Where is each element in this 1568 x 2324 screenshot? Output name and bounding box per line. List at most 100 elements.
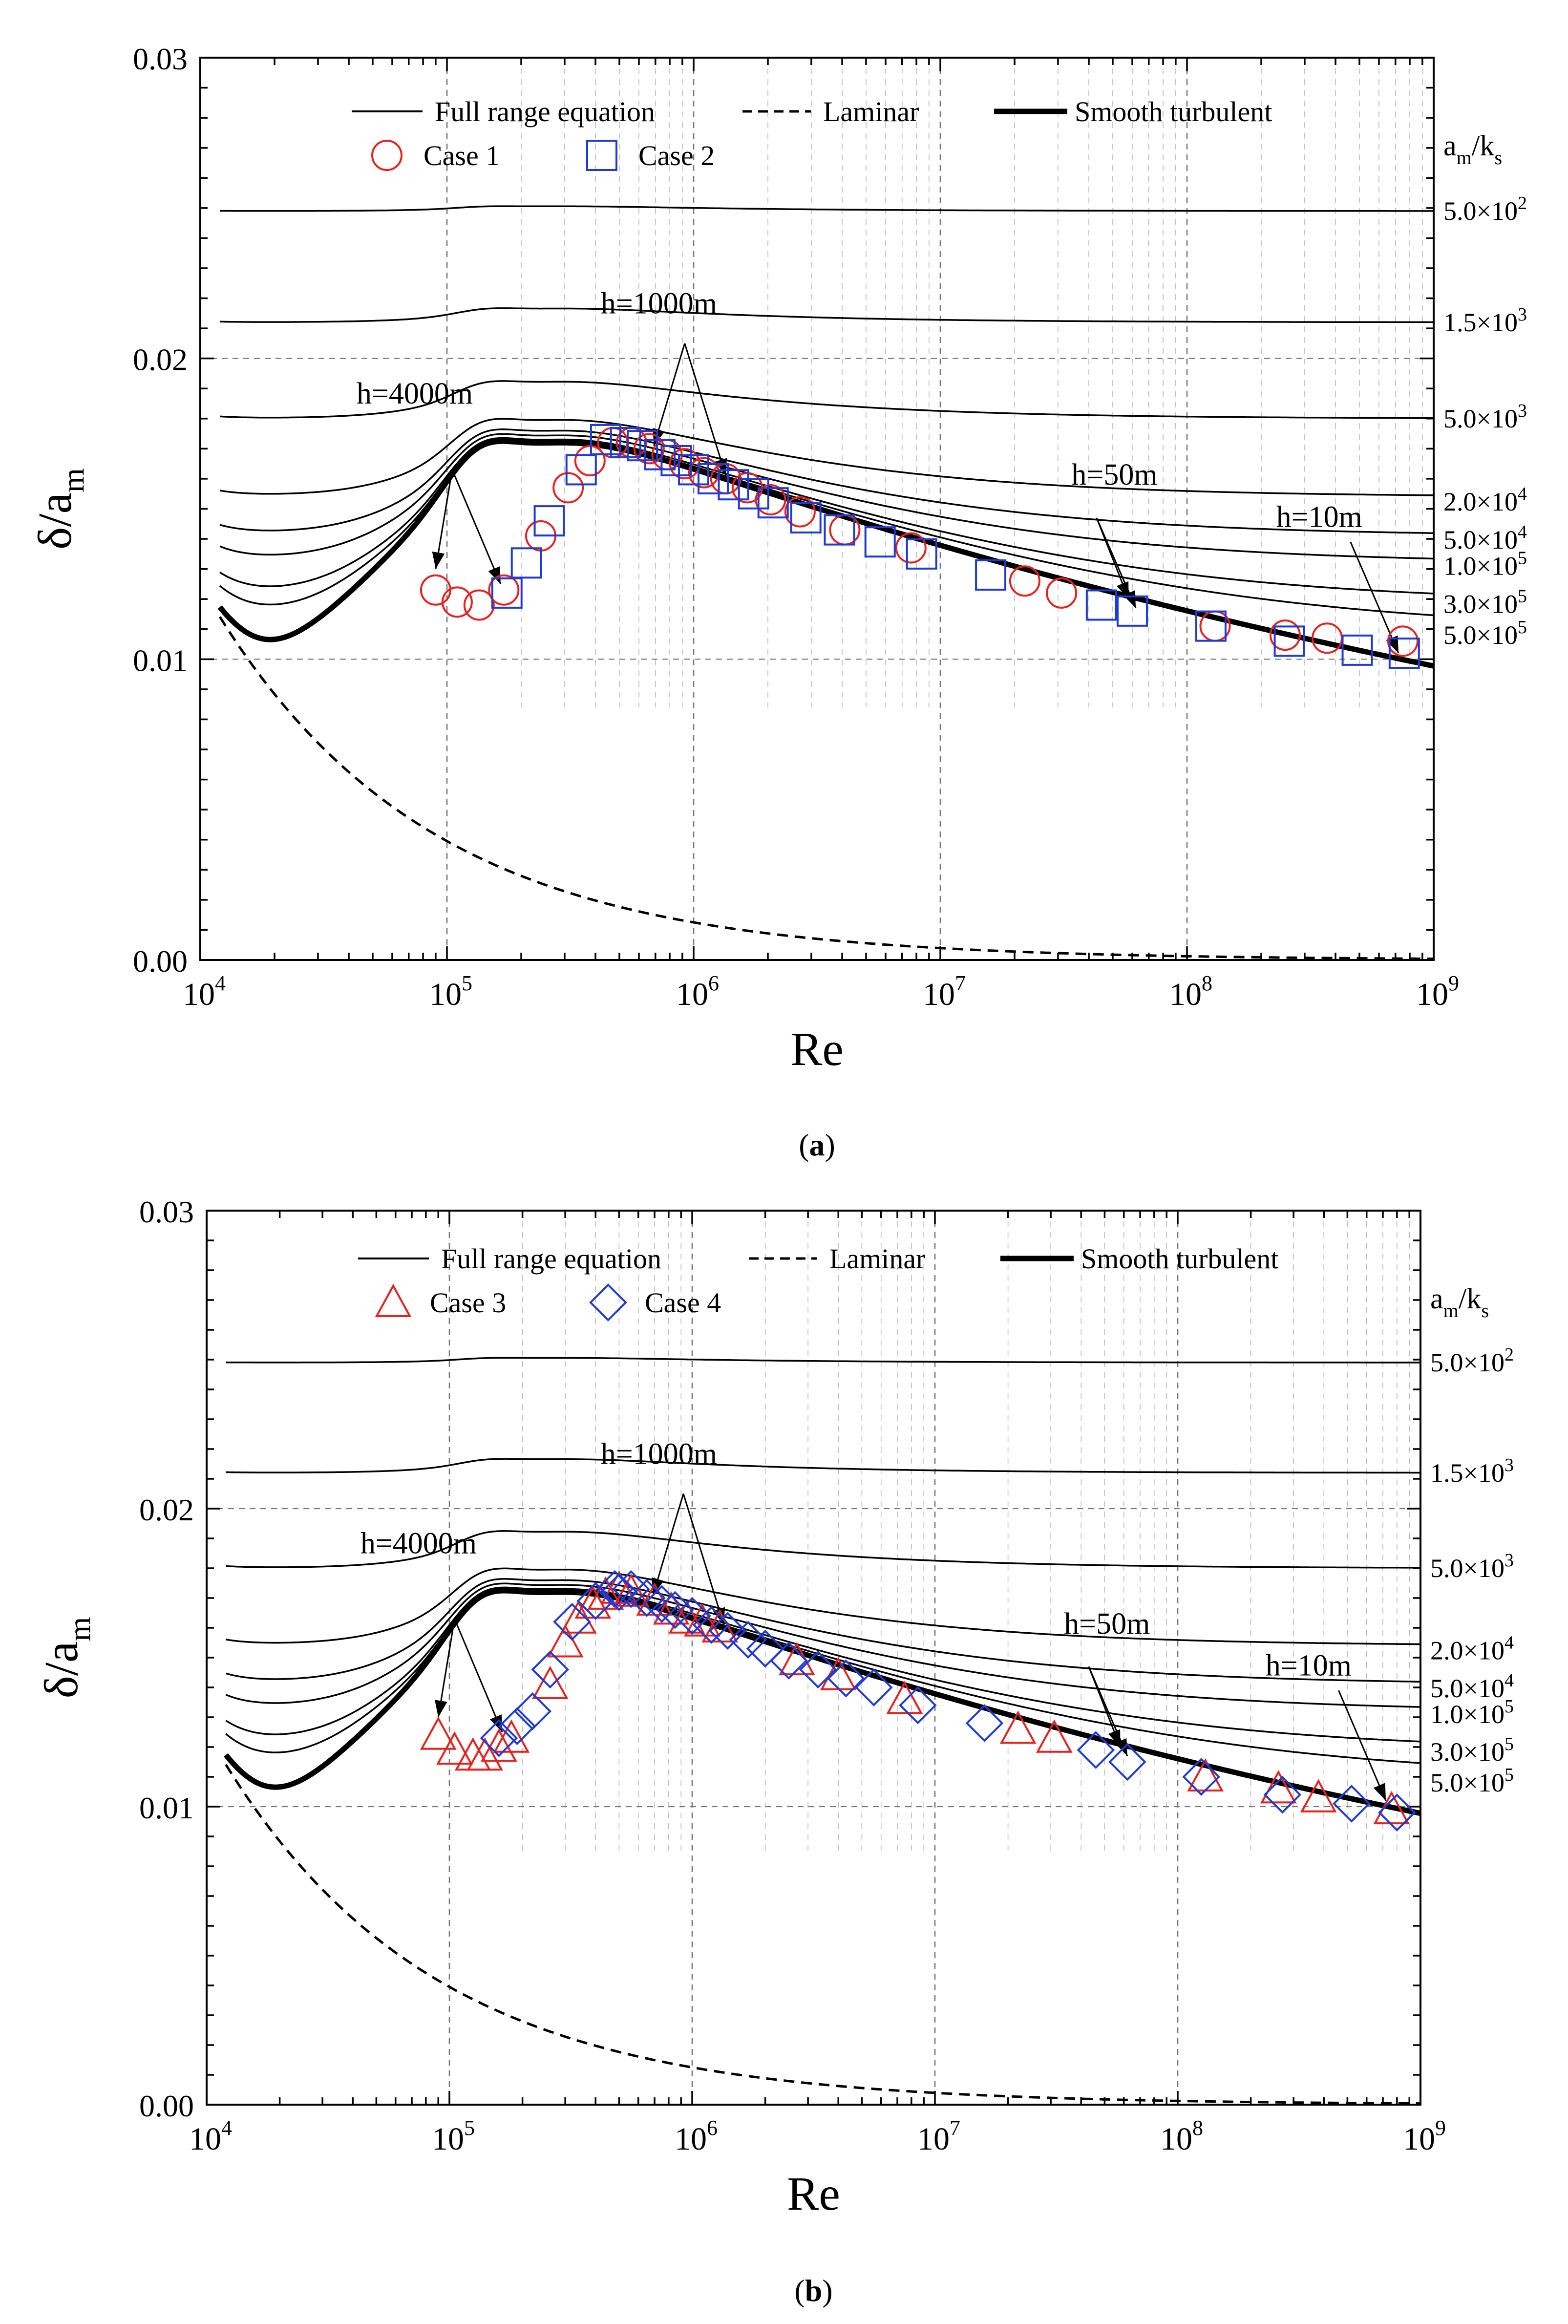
data-point-case-4 [827,1659,865,1698]
x-tick-label: 109 [1416,971,1459,1012]
legend-marker [371,140,403,171]
data-point-case-4 [746,1629,784,1668]
annotations: h=4000m h=1000m h=50m h=10m [360,1438,1387,1801]
annotation-h1000: h=1000m [601,1438,717,1471]
data-point-case-4 [729,1620,767,1659]
full-range-line-2 [226,1458,1420,1474]
data-point-case-1 [420,574,451,606]
full-range-line-6 [219,433,1434,560]
data-point-case-3 [1260,1770,1297,1804]
annotation-arrow [1338,1690,1387,1801]
annotation-arrow [652,1493,684,1596]
annotation-h50: h=50m [1071,458,1157,491]
y-tick-label: 0.03 [133,42,188,76]
right-axis-title: am/ks [1443,129,1502,169]
ticks [199,57,1435,961]
data-point-case-1 [1311,622,1343,654]
data-point-case-1 [574,445,606,476]
data-point-case-2 [906,538,937,570]
data-point-case-1 [755,484,786,516]
data-point-case-4 [1378,1793,1416,1832]
legend-marker [589,1283,627,1322]
full-range-line-1 [219,205,1434,212]
data-point-case-3 [493,1719,530,1753]
panel-caption: (a) [799,1128,835,1162]
y-axis-label: δ/am [35,1617,97,1699]
data-point-case-1 [552,472,584,504]
legend-label-laminar: Laminar [823,96,919,128]
data-point-case-4 [553,1602,591,1641]
curve-label-6: 1.0×105 [1430,1696,1514,1729]
data-point-case-2 [565,454,597,486]
x-tick-label: 105 [432,2116,475,2157]
data-point-case-4 [1263,1775,1302,1814]
panel-caption: (b) [794,2273,832,2308]
annotation-h50: h=50m [1064,1607,1150,1641]
legend-label-full-range: Full range equation [435,96,655,128]
data-point-case-4 [899,1686,937,1725]
markers [371,140,1420,669]
curve-label-6: 1.0×105 [1443,548,1527,580]
annotation-h10: h=10m [1276,500,1362,533]
data-point-case-2 [510,547,542,579]
data-point-case-2 [678,454,709,486]
x-tick-label: 104 [183,971,226,1012]
y-tick-label: 0.02 [133,342,188,377]
arrow-head [488,566,501,584]
data-point-case-3 [1300,1779,1337,1812]
right-axis-title: am/ks [1430,1282,1489,1322]
arrow-head [1373,1783,1386,1801]
legend-label-full-range: Full range equation [441,1243,661,1275]
curve-label-7: 3.0×105 [1443,586,1527,618]
x-axis-label: Re [787,2168,840,2220]
data-point-case-4 [628,1579,666,1617]
x-tick-label: 107 [923,971,966,1012]
curve-label-8: 5.0×105 [1430,1765,1514,1797]
curve-label-5: 5.0×104 [1430,1670,1514,1703]
data-point-case-3 [466,1737,504,1771]
legend: Full range equation Laminar Smooth turbule… [352,96,1272,171]
data-point-case-2 [738,478,769,510]
annotation-arrow [435,469,453,569]
y-tick-label: 0.00 [133,944,188,979]
data-point-case-1 [488,574,520,606]
annotation-arrow [653,343,686,446]
full-range-line-7 [225,1586,1420,1743]
data-point-case-4 [708,1612,747,1650]
arrow-head [1115,1738,1127,1756]
y-tick-label: 0.00 [139,2089,194,2123]
curve-label-4: 2.0×104 [1443,484,1527,516]
data-point-case-2 [697,463,729,494]
arrow-head [1123,590,1136,608]
data-point-case-1 [463,589,495,621]
data-point-case-2 [790,502,822,533]
curve-label-3: 5.0×103 [1443,401,1527,433]
data-point-case-2 [975,559,1007,591]
data-point-case-4 [1182,1758,1220,1796]
x-tick-label: 108 [1169,971,1212,1012]
curves [217,205,1434,960]
data-point-case-4 [799,1650,837,1689]
full-range-line-3 [226,1530,1420,1569]
data-point-case-2 [1341,634,1373,666]
data-point-case-3 [574,1585,612,1619]
data-point-case-2 [533,505,565,537]
data-point-case-3 [547,1624,584,1658]
y-tick-label: 0.01 [139,1791,194,1825]
data-point-case-4 [965,1704,1004,1743]
data-point-case-2 [610,427,641,459]
data-point-case-4 [1077,1731,1115,1769]
curve-label-1: 5.0×102 [1443,193,1527,226]
data-point-case-1 [633,433,665,465]
full-range-line-4 [219,418,1434,496]
data-point-case-1 [1046,577,1078,609]
data-point-case-2 [644,439,676,470]
curve-label-7: 3.0×105 [1430,1734,1514,1767]
smooth-turbulent-line [217,438,1434,669]
annotation-arrow [454,1619,503,1733]
arrow-head [434,1700,447,1717]
data-point-case-2 [1273,625,1305,657]
data-point-case-2 [1388,638,1420,669]
data-point-case-2 [718,469,749,501]
